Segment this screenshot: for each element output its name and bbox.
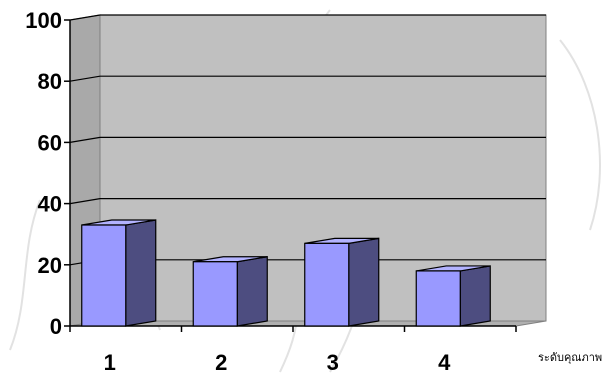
bar-side-1 [125, 219, 157, 327]
bar-front-3 [304, 242, 350, 327]
y-tick-label-20: 20 [38, 253, 62, 278]
x-tick-labels: 1 2 3 4 [104, 350, 452, 373]
x-tick-label-1: 1 [104, 350, 116, 373]
decor-stroke-4 [559, 39, 601, 231]
bar-front-2 [192, 261, 238, 327]
bar-side-2 [236, 256, 268, 327]
bar-side-4 [459, 265, 491, 327]
decor-stroke-5 [9, 199, 41, 351]
y-tick-label-100: 100 [25, 8, 62, 33]
bar-front-4 [415, 270, 461, 327]
bar-side-3 [348, 237, 380, 327]
x-axis-label: ระดับคุณภาพ [538, 351, 602, 364]
y-tick-label-40: 40 [38, 192, 62, 217]
gridline-80 [69, 75, 546, 82]
bar-front-1 [81, 224, 127, 327]
y-tick-labels: 0 20 40 60 80 100 [25, 8, 62, 339]
bars [81, 219, 491, 327]
y-tick-label-60: 60 [38, 130, 62, 155]
bar-1 [81, 219, 157, 327]
gridline-100 [69, 14, 546, 21]
bar-3 [304, 237, 380, 327]
y-tick-label-0: 0 [50, 314, 62, 339]
bar-2 [192, 256, 268, 327]
x-tick-label-4: 4 [438, 350, 451, 373]
x-tick-label-3: 3 [327, 350, 339, 373]
bar-4 [415, 265, 491, 327]
gridline-40 [69, 198, 546, 205]
gridline-60 [69, 136, 546, 143]
y-tick-label-80: 80 [38, 69, 62, 94]
x-tick-label-2: 2 [215, 350, 227, 373]
